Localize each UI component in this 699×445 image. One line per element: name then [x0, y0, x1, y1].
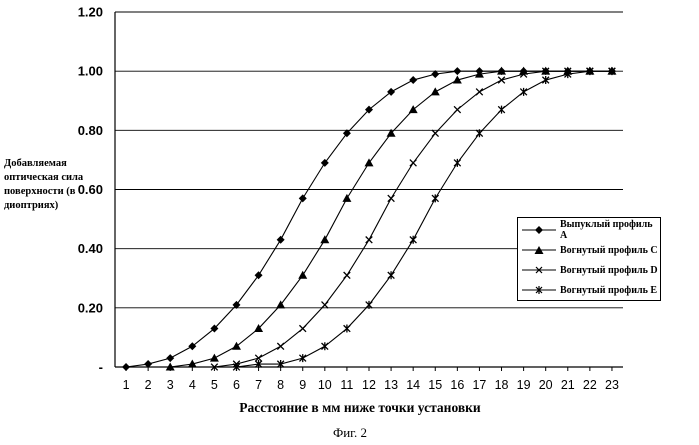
legend-item-e: Вогнутый профиль E	[518, 280, 660, 300]
x-tick-label: 18	[495, 378, 509, 392]
data-point	[388, 271, 395, 279]
data-point	[454, 106, 461, 113]
data-point	[298, 271, 307, 279]
data-point	[277, 343, 284, 350]
data-point	[498, 77, 505, 84]
x-tick-label: 23	[605, 378, 619, 392]
y-tick-label: 0.40	[78, 241, 103, 256]
x-tick-label: 16	[450, 378, 464, 392]
data-point	[344, 325, 351, 333]
data-point	[409, 76, 417, 84]
legend-label-a: Выпуклый профиль A	[560, 219, 660, 241]
data-point	[520, 88, 527, 96]
y-tick-label: 0.80	[78, 123, 103, 138]
data-point	[388, 195, 395, 202]
y-axis-label: Добавляемая оптическая сила поверхности …	[4, 157, 100, 213]
x-tick-label: 11	[340, 378, 353, 392]
legend-marker-x-icon	[522, 265, 556, 275]
x-tick-label: 22	[583, 378, 597, 392]
data-point	[342, 194, 351, 202]
data-point	[166, 354, 174, 362]
x-tick-label: 12	[362, 378, 376, 392]
x-tick-label: 19	[517, 378, 531, 392]
data-point	[366, 236, 373, 243]
legend-item-a: Выпуклый профиль A	[518, 220, 660, 240]
data-point	[409, 105, 418, 113]
y-tick-label: 1.00	[78, 64, 103, 79]
data-point	[210, 354, 219, 362]
data-point	[322, 302, 329, 309]
data-point	[432, 194, 439, 202]
data-point	[122, 363, 130, 371]
x-tick-label: 9	[299, 378, 306, 392]
data-point	[277, 236, 285, 244]
data-point	[498, 106, 505, 114]
data-point	[542, 76, 549, 84]
x-tick-label: 20	[539, 378, 553, 392]
data-point	[432, 130, 439, 137]
axes	[115, 12, 623, 371]
legend-label-c: Вогнутый профиль C	[560, 245, 658, 256]
x-tick-label: 6	[233, 378, 240, 392]
data-point	[453, 67, 461, 75]
x-tick-label: 7	[255, 378, 262, 392]
x-tick-label: 5	[211, 378, 218, 392]
x-tick-label: 17	[472, 378, 486, 392]
x-tick-label: 2	[145, 378, 152, 392]
legend-marker-diamond-icon	[522, 225, 556, 235]
data-point	[322, 342, 329, 350]
data-point	[476, 129, 483, 137]
data-point	[410, 160, 417, 167]
x-tick-label: 21	[561, 378, 575, 392]
x-tick-label: 3	[167, 378, 174, 392]
y-tick-label: 0.20	[78, 300, 103, 315]
x-tick-label: 15	[428, 378, 442, 392]
legend: Выпуклый профиль A Вогнутый профиль C Во…	[517, 217, 661, 301]
data-point	[410, 236, 417, 244]
x-tick-label: 8	[277, 378, 284, 392]
x-tick-label: 14	[406, 378, 420, 392]
data-point	[454, 159, 461, 167]
data-point	[344, 272, 351, 279]
y-tick-label: -	[99, 360, 103, 375]
data-point	[320, 235, 329, 243]
legend-marker-star-icon	[522, 285, 556, 295]
x-tick-label: 1	[123, 378, 130, 392]
y-tick-label: 1.20	[78, 5, 103, 20]
data-point	[366, 301, 373, 309]
chart: -0.200.400.600.801.001.20 12345678910111…	[0, 0, 699, 400]
x-tick-label: 13	[384, 378, 398, 392]
x-axis-label: Расстояние в мм ниже точки установки	[110, 400, 610, 416]
x-tick-label: 4	[189, 378, 196, 392]
legend-item-d: Вогнутый профиль D	[518, 260, 660, 280]
data-point	[476, 89, 483, 96]
x-tick-label: 10	[318, 378, 332, 392]
legend-marker-triangle-icon	[522, 245, 556, 255]
data-point	[299, 325, 306, 332]
data-point	[431, 87, 440, 95]
legend-label-e: Вогнутый профиль E	[560, 285, 657, 296]
figure-caption: Фиг. 2	[300, 425, 400, 441]
data-point	[321, 159, 329, 167]
data-point	[299, 194, 307, 202]
legend-item-c: Вогнутый профиль C	[518, 240, 660, 260]
legend-label-d: Вогнутый профиль D	[560, 265, 658, 276]
data-point	[299, 354, 306, 362]
x-tick-labels: 1234567891011121314151617181920212223	[123, 378, 619, 392]
data-point	[232, 342, 241, 350]
data-point	[255, 271, 263, 279]
